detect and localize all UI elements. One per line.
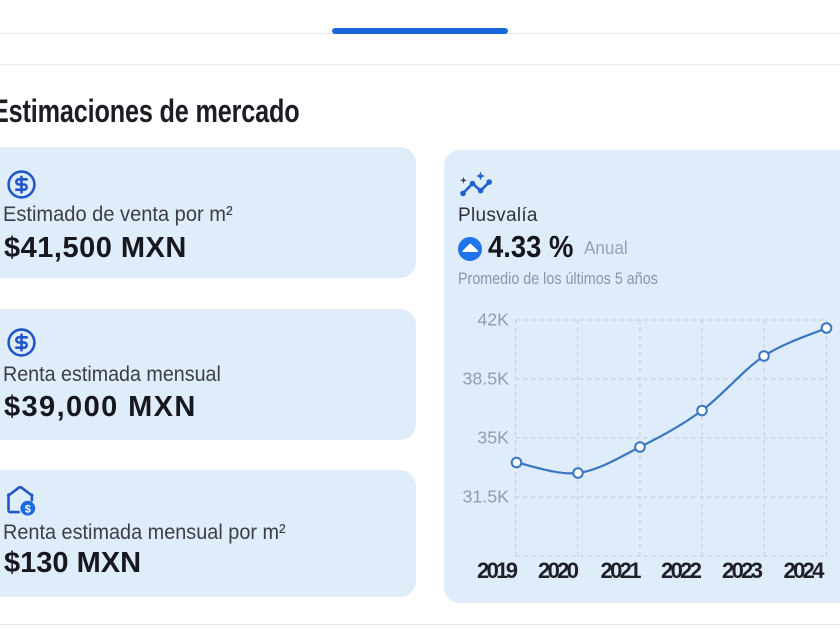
svg-text:2021: 2021 bbox=[601, 558, 642, 583]
svg-text:2020: 2020 bbox=[538, 558, 579, 583]
svg-text:35K: 35K bbox=[477, 428, 509, 448]
svg-text:2019: 2019 bbox=[477, 558, 518, 583]
svg-text:31.5K: 31.5K bbox=[463, 487, 510, 507]
svg-text:2024: 2024 bbox=[784, 558, 826, 583]
svg-text:42K: 42K bbox=[477, 310, 509, 330]
svg-text:38.5K: 38.5K bbox=[463, 369, 510, 389]
svg-text:$: $ bbox=[25, 503, 31, 515]
svg-text:2023: 2023 bbox=[722, 558, 763, 583]
svg-text:2022: 2022 bbox=[661, 558, 702, 583]
